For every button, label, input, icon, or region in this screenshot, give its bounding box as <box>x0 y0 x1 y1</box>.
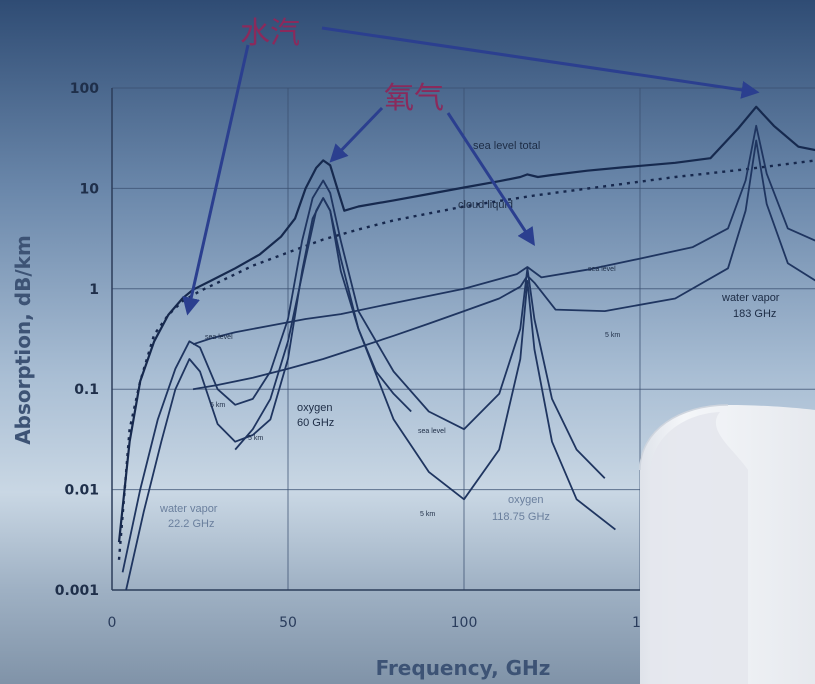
y-tick-labels: 0.001 0.01 0.1 1 10 100 <box>55 81 100 599</box>
series-line-2 <box>117 159 815 560</box>
y-tick-label: 10 <box>80 181 100 197</box>
x-axis-label: Frequency, GHz <box>376 656 551 680</box>
annotation-o60-line2: 60 GHz <box>297 417 334 429</box>
y-tick-label: 0.001 <box>55 583 99 599</box>
chart-annotations: sea level total cloud liquid water vapor 22… <box>159 140 780 530</box>
series-line-5 <box>121 179 606 573</box>
annotation-km-c: 5 km <box>605 332 620 339</box>
annotation-arrows <box>182 26 760 316</box>
annotation-wv22-line2: 22.2 GHz <box>168 518 214 530</box>
annotation-km-b: 5 km <box>420 511 435 518</box>
arrow-water-right <box>321 26 760 99</box>
y-tick-label: 1 <box>89 282 99 298</box>
annotation-sl-b: sea level <box>418 428 446 435</box>
annotation-sl-a: sea level <box>205 334 233 341</box>
annotation-wv22-line1: water vapor <box>159 503 218 515</box>
arrow-oxygen-left <box>329 106 384 163</box>
annotation-o60-line1: oxygen <box>297 402 332 414</box>
annotation-wv183-line1: water vapor <box>721 292 780 304</box>
arrow-oxygen-right <box>446 112 535 247</box>
cylinder-photo <box>639 404 815 684</box>
series-line-3 <box>192 124 815 346</box>
y-tick-label: 100 <box>70 81 99 97</box>
y-axis-label: Absorption, dB/km <box>11 235 35 445</box>
oxygen-chinese-label: 氧气 <box>384 81 444 116</box>
x-tick-label: 100 <box>451 615 478 631</box>
water-vapor-chinese-label: 水汽 <box>240 16 300 51</box>
annotation-sl-c: sea level <box>588 266 616 273</box>
series-line-4 <box>192 139 815 391</box>
arrow-water-left <box>182 44 250 316</box>
annotation-wv183-line2: 183 GHz <box>733 308 776 320</box>
annotation-o119-line1: oxygen <box>508 494 543 506</box>
annotation-cloud-liquid: cloud liquid <box>458 199 513 211</box>
x-tick-labels: 05010015 <box>108 615 650 631</box>
y-tick-label: 0.01 <box>64 483 99 499</box>
annotation-o119-line2: 118.75 GHz <box>492 511 550 523</box>
annotation-km-a: 5 km <box>210 402 225 409</box>
annotation-sea-level-total: sea level total <box>473 140 540 152</box>
series-line-7 <box>234 197 412 451</box>
annotation-km-d: 5 km <box>248 435 263 442</box>
x-tick-label: 50 <box>279 615 297 631</box>
y-tick-label: 0.1 <box>74 382 99 398</box>
x-tick-label: 0 <box>108 615 117 631</box>
